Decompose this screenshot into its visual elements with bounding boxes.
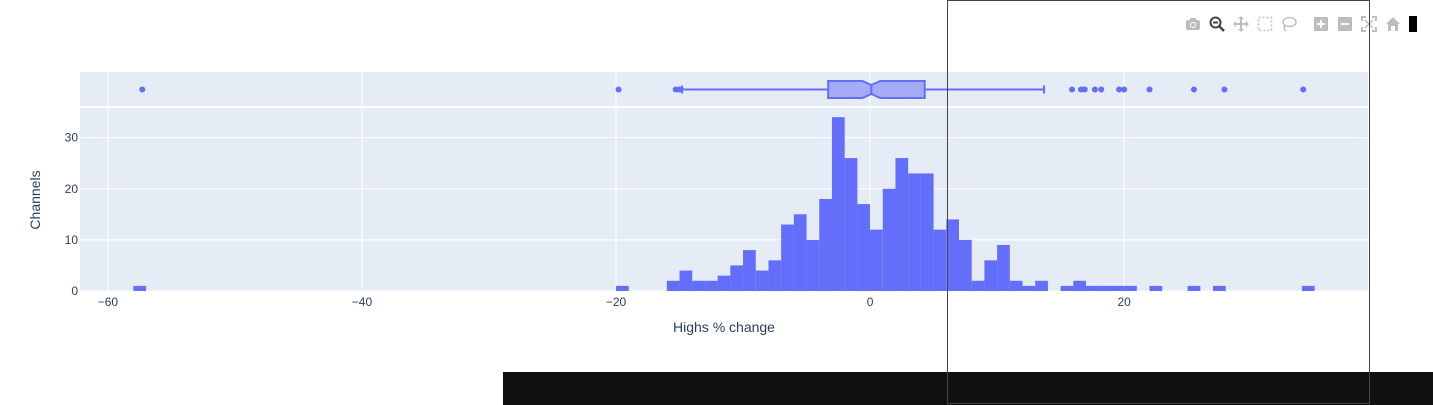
histogram-bar[interactable] bbox=[679, 270, 693, 291]
box-outlier-point[interactable] bbox=[1098, 86, 1105, 93]
histogram-bar[interactable] bbox=[781, 224, 794, 291]
histogram-bar[interactable] bbox=[1111, 285, 1125, 291]
histogram-bar[interactable] bbox=[743, 250, 756, 291]
box-outlier-point[interactable] bbox=[1221, 86, 1228, 93]
box-outlier-point[interactable] bbox=[1190, 86, 1197, 93]
x-tick-label: −20 bbox=[606, 295, 627, 309]
histogram-bar[interactable] bbox=[1035, 280, 1048, 291]
plotly-logo-icon bbox=[1409, 16, 1417, 32]
y-tick-label: 0 bbox=[71, 284, 78, 298]
histogram-bars bbox=[133, 117, 1315, 292]
histogram-bar[interactable] bbox=[133, 285, 147, 291]
x-tick-label: 0 bbox=[867, 295, 874, 309]
x-axis-ticks: −60 −40 −20 0 20 bbox=[98, 295, 1131, 309]
home-icon[interactable] bbox=[1383, 14, 1403, 34]
box-select-icon[interactable] bbox=[1255, 14, 1275, 34]
marginal-box-plot bbox=[139, 80, 1307, 99]
histogram-bar[interactable] bbox=[908, 173, 921, 291]
histogram-bar[interactable] bbox=[1009, 280, 1023, 291]
histogram-bar[interactable] bbox=[946, 219, 959, 291]
histogram-bar[interactable] bbox=[1149, 285, 1163, 291]
x-tick-label: −40 bbox=[352, 295, 373, 309]
box-notched-body[interactable] bbox=[827, 80, 926, 99]
histogram-bar[interactable] bbox=[920, 173, 934, 291]
pan-icon[interactable] bbox=[1231, 14, 1251, 34]
y-tick-label: 10 bbox=[65, 233, 79, 247]
histogram-bar[interactable] bbox=[933, 229, 947, 291]
histogram-bar[interactable] bbox=[831, 117, 845, 292]
histogram-bar[interactable] bbox=[692, 280, 705, 291]
histogram-bar[interactable] bbox=[1098, 285, 1112, 291]
histogram-bar[interactable] bbox=[1187, 285, 1201, 291]
modebar bbox=[1183, 14, 1417, 34]
histogram-plot-area[interactable] bbox=[80, 108, 1368, 291]
box-outlier-point[interactable] bbox=[615, 86, 622, 93]
histogram-bar[interactable] bbox=[819, 198, 832, 291]
autoscale-icon[interactable] bbox=[1359, 14, 1379, 34]
zoom-out-icon[interactable] bbox=[1335, 14, 1355, 34]
histogram-bar[interactable] bbox=[704, 280, 718, 291]
histogram-bar[interactable] bbox=[730, 265, 744, 291]
camera-icon[interactable] bbox=[1183, 14, 1203, 34]
histogram-bar[interactable] bbox=[1073, 280, 1087, 291]
histogram-bar[interactable] bbox=[717, 275, 731, 291]
box-outlier-point[interactable] bbox=[676, 86, 683, 93]
histogram-bar[interactable] bbox=[844, 158, 858, 291]
y-tick-label: 20 bbox=[65, 182, 79, 196]
box-outlier-point[interactable] bbox=[139, 86, 146, 93]
box-outlier-point[interactable] bbox=[1069, 86, 1076, 93]
zoom-icon[interactable] bbox=[1207, 14, 1227, 34]
histogram-bar[interactable] bbox=[1086, 285, 1099, 291]
histogram-bar[interactable] bbox=[997, 244, 1010, 291]
histogram-bar[interactable] bbox=[1301, 285, 1315, 291]
bottom-bar bbox=[503, 372, 1433, 405]
y-axis-ticks: 0 10 20 30 bbox=[65, 131, 79, 298]
histogram-bar[interactable] bbox=[1213, 285, 1226, 291]
histogram-bar[interactable] bbox=[1060, 285, 1074, 291]
histogram-bar[interactable] bbox=[1124, 285, 1137, 291]
x-tick-label: 20 bbox=[1117, 295, 1131, 309]
histogram-bar[interactable] bbox=[768, 260, 782, 291]
zoom-in-icon[interactable] bbox=[1311, 14, 1331, 34]
lasso-icon[interactable] bbox=[1279, 14, 1299, 34]
box-outlier-point[interactable] bbox=[1091, 86, 1098, 93]
box-outlier-point[interactable] bbox=[1146, 86, 1153, 93]
histogram-bar[interactable] bbox=[616, 285, 629, 291]
histogram-bar[interactable] bbox=[971, 280, 985, 291]
histogram-bar[interactable] bbox=[806, 239, 820, 291]
x-axis-title: Highs % change bbox=[673, 319, 775, 335]
box-outlier-point[interactable] bbox=[1116, 86, 1123, 93]
histogram-bar[interactable] bbox=[857, 204, 871, 291]
histogram-bar[interactable] bbox=[870, 229, 883, 291]
histogram-bar[interactable] bbox=[984, 260, 998, 291]
box-outlier-point[interactable] bbox=[1121, 86, 1128, 93]
histogram-bar[interactable] bbox=[1022, 285, 1036, 291]
histogram-bar[interactable] bbox=[755, 270, 769, 291]
histogram-bar[interactable] bbox=[882, 188, 896, 291]
histogram-bar[interactable] bbox=[793, 214, 807, 291]
x-tick-label: −60 bbox=[98, 295, 119, 309]
y-axis-title: Channels bbox=[27, 170, 43, 229]
box-outlier-point[interactable] bbox=[1081, 86, 1088, 93]
y-tick-label: 30 bbox=[65, 131, 79, 145]
histogram-bar[interactable] bbox=[666, 280, 680, 291]
box-outlier-point[interactable] bbox=[1300, 86, 1307, 93]
histogram-bar[interactable] bbox=[895, 158, 909, 291]
histogram-bar[interactable] bbox=[958, 239, 972, 291]
